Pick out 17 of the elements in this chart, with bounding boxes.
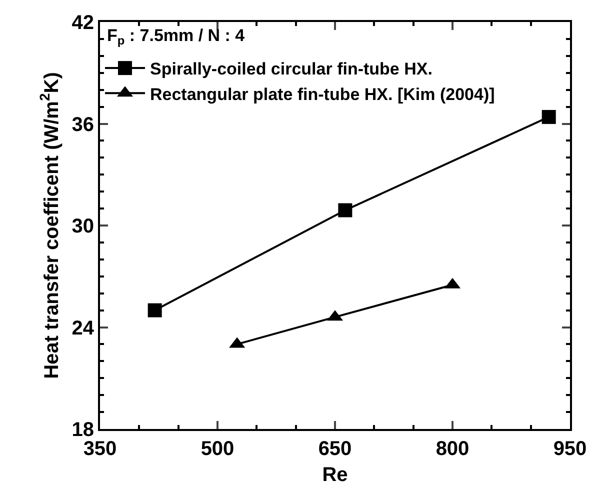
point (542, 110, 556, 124)
point (338, 203, 352, 218)
x-tick-label: 350 (83, 438, 117, 460)
legend-label: Rectangular plate fin-tube HX. [Kim (2004)] (150, 84, 495, 104)
y-tick-label: 42 (72, 12, 94, 34)
x-axis-title: Re (322, 464, 348, 486)
x-tick-label: 800 (436, 438, 470, 460)
point (148, 303, 162, 318)
y-tick-label: 18 (72, 419, 94, 441)
y-tick-label: 24 (72, 317, 95, 340)
x-tick-label: 500 (200, 438, 234, 460)
y-tick-label: 36 (72, 114, 94, 136)
legend-label: Spirally-coiled circular fin-tube HX. (150, 60, 432, 79)
y-tick-label: 30 (72, 216, 94, 238)
annotation: F$_{p}$ : 7.5mm / N : 4 (107, 26, 246, 48)
x-tick-label: 650 (318, 438, 352, 460)
x-tick-label: 950 (553, 438, 587, 460)
